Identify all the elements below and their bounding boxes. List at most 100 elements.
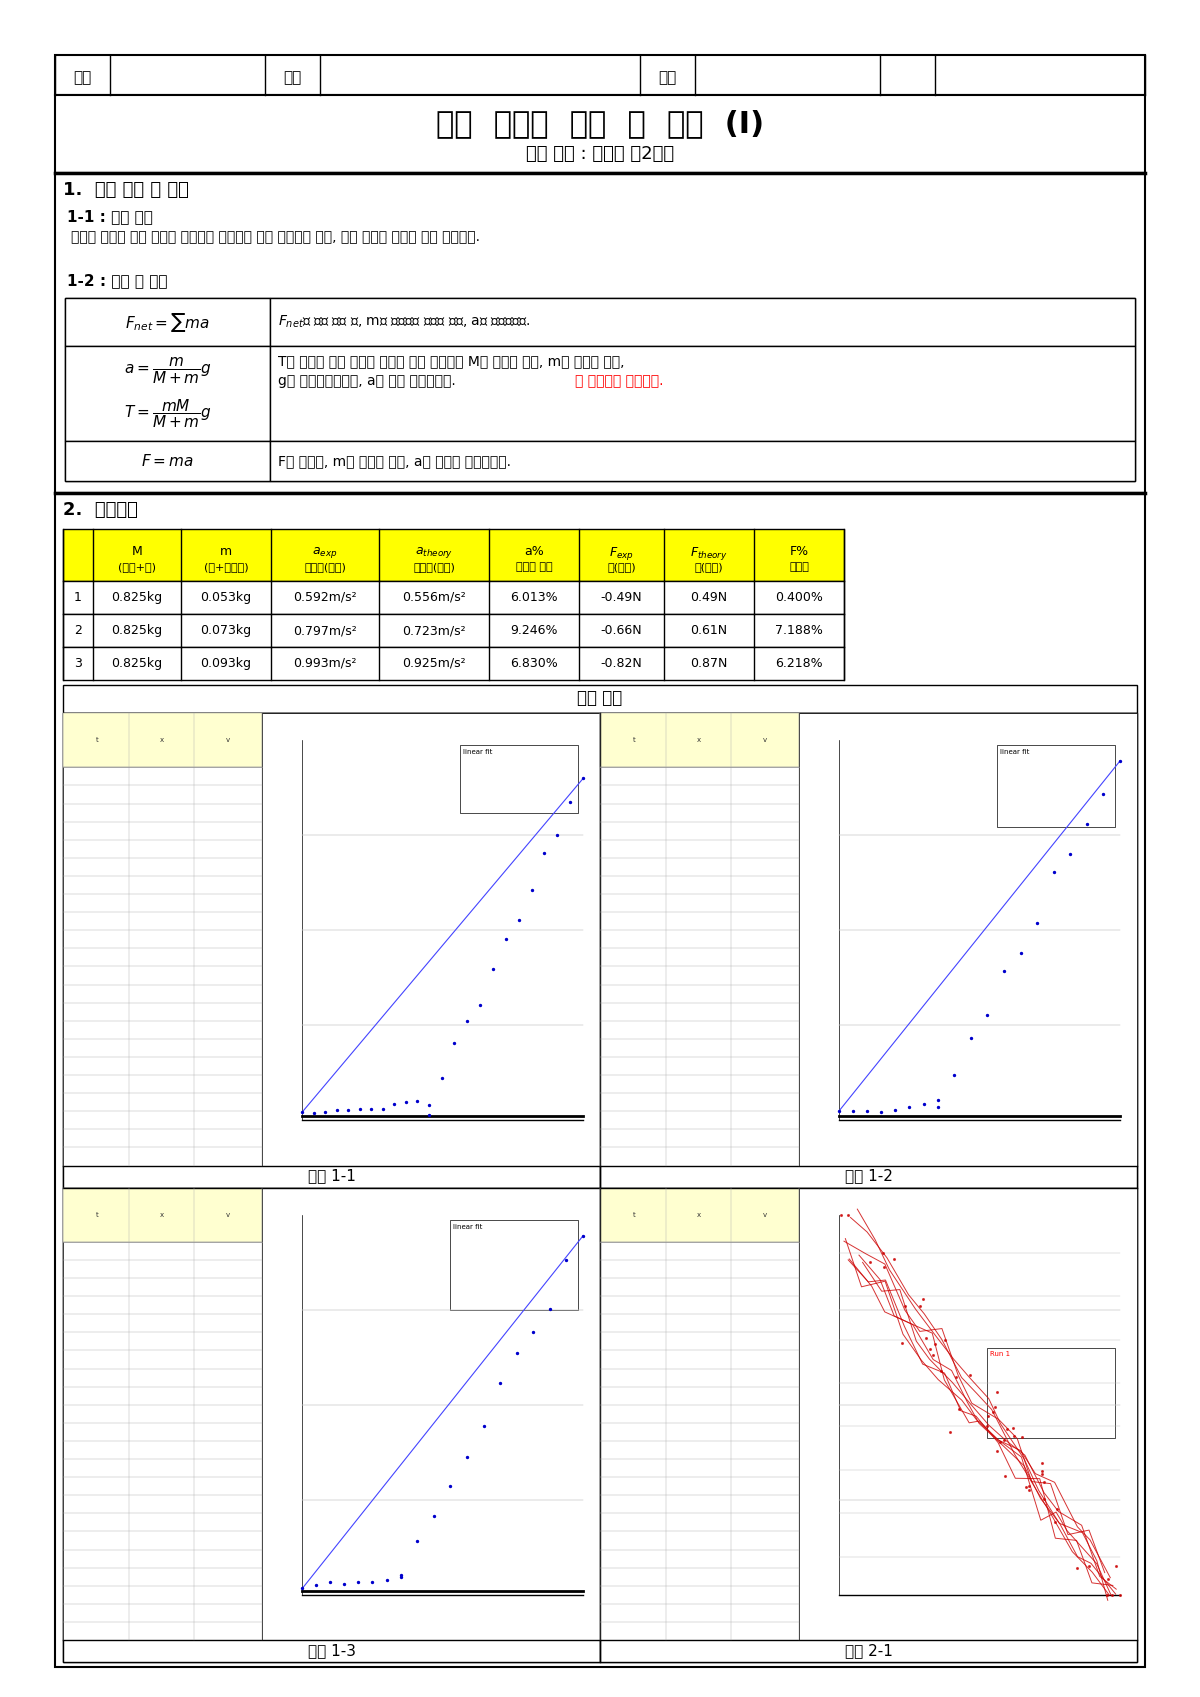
Point [913, 1285, 932, 1312]
Text: 0.825kg: 0.825kg [112, 624, 162, 636]
Bar [600, 713, 1138, 1188]
Text: $F_{exp}$: $F_{exp}$ [610, 545, 634, 562]
Text: 6.830%: 6.830% [510, 657, 558, 670]
Text: 1-1 : 실험 목적: 1-1 : 실험 목적 [67, 209, 152, 224]
Point [350, 1095, 370, 1122]
Text: 일반  물리학  실험  및  실습  (I): 일반 물리학 실험 및 실습 (I) [436, 109, 764, 137]
Point [988, 1437, 1007, 1465]
Point [925, 1330, 944, 1358]
Point [316, 1098, 335, 1125]
Text: 카트와 질량이 줄로 연결된 역학계를 이용하여 힘과 가속도의 관계, 힘과 질량의 관계에 대해 알아본다.: 카트와 질량이 줄로 연결된 역학계를 이용하여 힘과 가속도의 관계, 힘과 … [71, 231, 480, 244]
Text: $F_{net}$은 계의 알짜 힘, m은 운동하는 물체의 질량, a는 가속도이다.: $F_{net}$은 계의 알짜 힘, m은 운동하는 물체의 질량, a는 가… [278, 314, 530, 331]
Point [893, 1329, 912, 1356]
Point [961, 1025, 980, 1052]
Text: 실험 1-1: 실험 1-1 [307, 1169, 355, 1183]
Point [362, 1568, 382, 1595]
Point [829, 1096, 848, 1123]
Text: 1-2 : 배경 및 이론: 1-2 : 배경 및 이론 [67, 273, 168, 288]
Text: a%: a% [524, 545, 544, 558]
Text: x: x [161, 736, 164, 743]
Point [1034, 1485, 1054, 1512]
Text: $a_{exp}$: $a_{exp}$ [312, 545, 337, 560]
Point [895, 1291, 914, 1319]
Text: 가속도(이론): 가속도(이론) [413, 562, 455, 572]
Bar [799, 713, 1138, 1166]
Point [509, 906, 528, 933]
Text: 실험 결과: 실험 결과 [577, 689, 623, 708]
Text: x: x [697, 736, 702, 743]
Point [960, 1361, 979, 1388]
Point [1078, 809, 1097, 837]
Point [419, 1101, 438, 1129]
Point [424, 1502, 443, 1529]
Text: -0.82N: -0.82N [601, 657, 642, 670]
Point [470, 991, 490, 1018]
Text: 1.  실험 목적 및 이론: 1. 실험 목적 및 이론 [64, 182, 188, 199]
Bar [600, 1188, 1138, 1661]
Text: 0.61N: 0.61N [690, 624, 727, 636]
Text: $a_{theory}$: $a_{theory}$ [415, 545, 454, 560]
Point [983, 1398, 1002, 1425]
Point [1044, 859, 1063, 886]
Point [872, 1098, 892, 1125]
Text: (추+추걸이): (추+추걸이) [204, 562, 248, 572]
Text: 0.723m/s²: 0.723m/s² [402, 624, 466, 636]
Point [391, 1563, 410, 1590]
Point [886, 1096, 905, 1123]
Point [979, 1402, 998, 1429]
Point [900, 1093, 919, 1120]
Point [936, 1327, 955, 1354]
Point [1004, 1422, 1024, 1449]
Point [396, 1088, 415, 1115]
Point [1032, 1449, 1051, 1476]
Bar [986, 1347, 1115, 1437]
Point [522, 876, 541, 903]
Point [1110, 1582, 1129, 1609]
Text: 가속도(실험): 가속도(실험) [304, 562, 346, 572]
Point [307, 1571, 326, 1599]
Text: 실험 1-2: 실험 1-2 [845, 1169, 893, 1183]
Point [432, 1064, 451, 1091]
Text: g는 중력가속도이고, a는 계의 가속도이다.: g는 중력가속도이고, a는 계의 가속도이다. [278, 373, 460, 389]
Bar [64, 713, 262, 767]
Point [844, 1098, 863, 1125]
Point [874, 1239, 893, 1266]
Point [1094, 781, 1114, 808]
Bar [64, 1188, 262, 1242]
Point [335, 1570, 354, 1597]
Text: 실험 1-3: 실험 1-3 [307, 1643, 355, 1658]
Bar [55, 173, 1145, 494]
Bar [64, 1188, 262, 1639]
Text: -0.49N: -0.49N [601, 591, 642, 604]
Bar [600, 713, 799, 1166]
Point [860, 1249, 880, 1276]
Bar [65, 299, 1135, 480]
Bar [64, 713, 262, 1166]
Point [1102, 1582, 1121, 1609]
Point [373, 1095, 392, 1122]
Point [991, 1427, 1010, 1454]
Text: 6.013%: 6.013% [510, 591, 558, 604]
Point [977, 1414, 996, 1441]
Text: $F_{theory}$: $F_{theory}$ [690, 545, 728, 562]
Bar [450, 1220, 578, 1310]
Text: v: v [763, 1212, 767, 1218]
Point [1068, 1554, 1087, 1582]
Text: t: t [632, 736, 635, 743]
Text: 0.797m/s²: 0.797m/s² [293, 624, 356, 636]
Point [949, 1395, 968, 1422]
Text: 학번: 학번 [283, 71, 301, 85]
Bar [64, 686, 1138, 713]
Point [377, 1566, 396, 1593]
Bar [270, 346, 1135, 441]
Point [830, 1201, 850, 1229]
Text: t: t [96, 736, 98, 743]
Point [440, 1473, 460, 1500]
Text: x: x [161, 1212, 164, 1218]
Bar [65, 441, 270, 480]
Text: 단 마찰력은 무시한다.: 단 마찰력은 무시한다. [575, 373, 664, 389]
Point [1034, 1468, 1054, 1495]
Point [988, 1378, 1007, 1405]
Point [1016, 1473, 1036, 1500]
Text: 6.218%: 6.218% [775, 657, 823, 670]
